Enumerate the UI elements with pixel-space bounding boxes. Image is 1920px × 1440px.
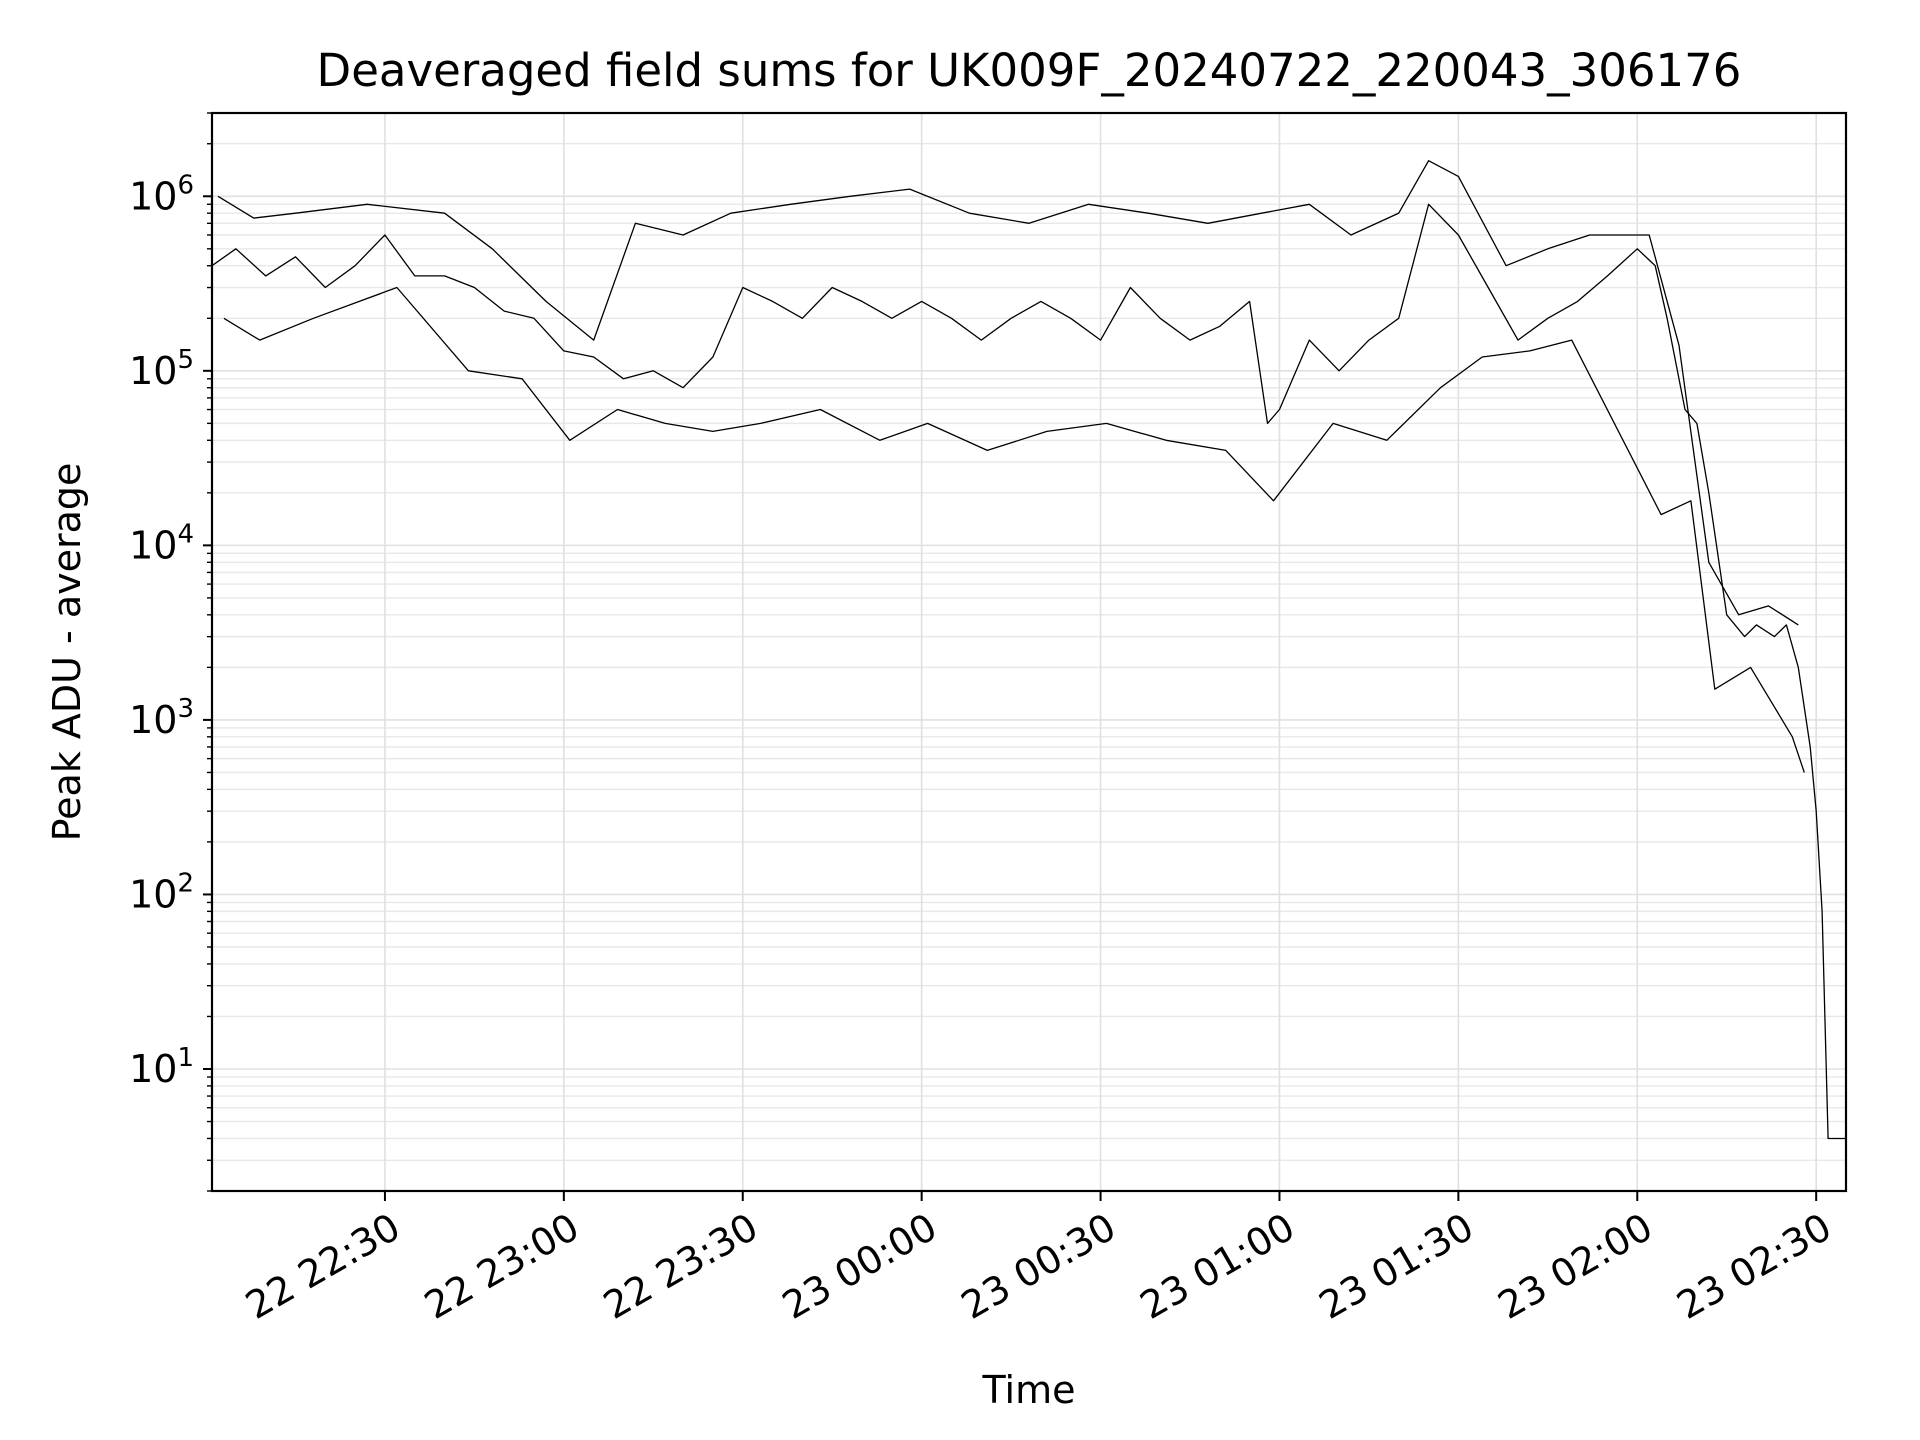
y-tick-label: 105 xyxy=(129,345,194,393)
y-tick-label: 102 xyxy=(129,868,194,916)
plot-lines xyxy=(211,160,1846,1140)
y-tick-label: 106 xyxy=(129,170,194,218)
series-line xyxy=(211,203,1846,1140)
y-axis-label: Peak ADU - average xyxy=(45,463,89,842)
x-axis-label: Time xyxy=(982,1368,1076,1412)
plot-frame xyxy=(210,111,1848,1193)
chart-title: Deaveraged field sums for UK009F_2024072… xyxy=(317,44,1742,97)
y-axis: 101 102 103 104 105 106 xyxy=(129,112,212,1192)
y-tick-label: 101 xyxy=(129,1043,194,1091)
series-line xyxy=(223,286,1805,773)
series-line xyxy=(217,160,1799,626)
y-tick-label: 103 xyxy=(129,694,194,742)
grid xyxy=(212,112,1846,1192)
y-tick-label: 104 xyxy=(129,519,194,567)
